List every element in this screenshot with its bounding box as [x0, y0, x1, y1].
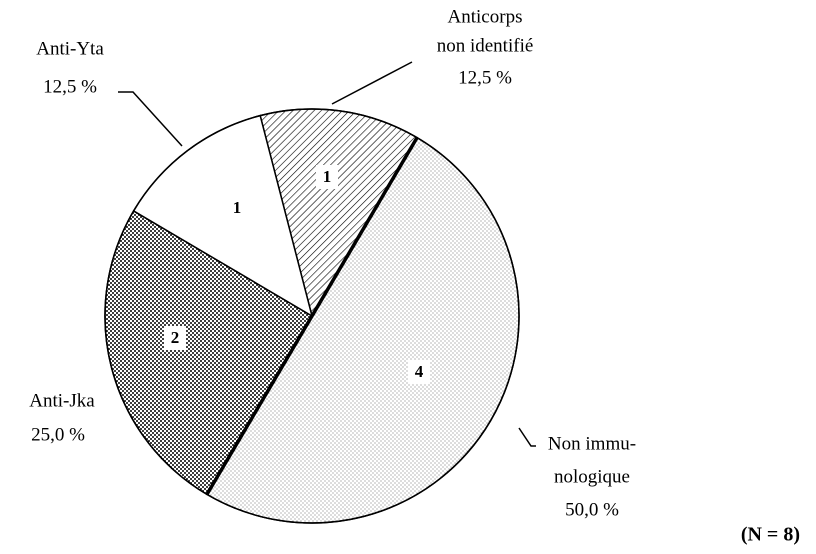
leader-line [518, 427, 536, 447]
pie-outline [104, 108, 520, 524]
slice-count: 2 [171, 328, 180, 347]
count-box [408, 360, 430, 384]
slice-percent: 50,0 % [565, 499, 619, 520]
slice-label: Anti-Jka [29, 390, 95, 411]
slice-count: 1 [233, 198, 242, 217]
note: (N = 8) [741, 524, 800, 546]
slice-label: Anticorps [448, 6, 523, 27]
slice-percent: 25,0 % [31, 424, 85, 445]
count-box [316, 165, 338, 189]
count-box [164, 326, 186, 350]
slice-label: Anti-Yta [36, 38, 104, 59]
slice-label: non identifié [437, 35, 534, 56]
leader-line [118, 91, 183, 147]
slice-percent: 12,5 % [458, 67, 512, 88]
slice-divider [205, 136, 419, 496]
leader-line [331, 61, 413, 105]
count-box [226, 196, 248, 220]
slice-label: nologique [554, 466, 630, 487]
slice-count: 1 [323, 167, 332, 186]
slice-count: 4 [415, 362, 424, 381]
slice-percent: 12,5 % [43, 76, 97, 97]
slice-label: Non immu- [548, 433, 636, 454]
